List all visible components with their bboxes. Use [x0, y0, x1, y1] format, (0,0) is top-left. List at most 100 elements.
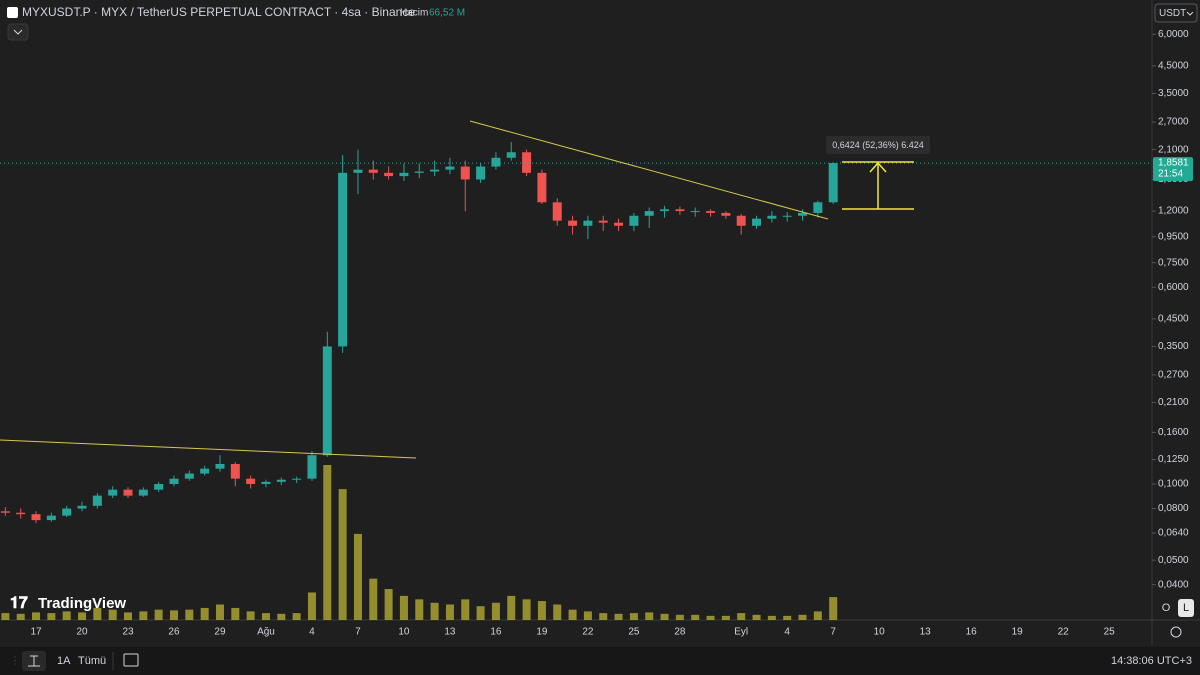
volume-bar	[476, 606, 485, 620]
volume-label: Hacim	[400, 8, 428, 19]
y-tick-label: 0,0800	[1158, 503, 1189, 514]
volume-bar	[369, 578, 378, 620]
candle-body	[798, 212, 808, 216]
price-label: 1,8581	[1158, 158, 1189, 169]
volume-bar	[353, 533, 362, 620]
scale-button[interactable]: L	[1183, 602, 1189, 614]
candle-body	[230, 464, 240, 479]
candle-body	[537, 172, 547, 203]
y-tick-label: 0,0500	[1158, 555, 1189, 566]
logo-text: TradingView	[38, 595, 126, 612]
volume-bar	[599, 613, 608, 620]
candle-body	[568, 220, 578, 226]
volume-bar	[1, 613, 10, 620]
volume-value: 66,52 M	[429, 8, 465, 19]
candle-body	[123, 489, 133, 496]
scale-button[interactable]: O	[1162, 602, 1171, 614]
y-tick-label: 0,1600	[1158, 427, 1189, 438]
currency-label: USDT	[1159, 8, 1186, 19]
price-label-bg	[1153, 157, 1193, 182]
y-tick-label: 6,0000	[1158, 29, 1189, 40]
candle-body	[322, 346, 332, 456]
currency-icon	[1186, 11, 1194, 16]
settings-icon[interactable]	[1170, 626, 1182, 638]
x-tick-label: 16	[490, 627, 502, 638]
candle-body	[491, 157, 501, 167]
volume-bar	[614, 613, 623, 620]
x-tick-label: Eyl	[734, 627, 748, 638]
marks-layer	[0, 142, 1152, 620]
volume-bar	[752, 614, 761, 620]
x-tick-label: 25	[1104, 627, 1116, 638]
y-tick-label: 2,1000	[1158, 144, 1189, 155]
volume-bar	[737, 613, 746, 620]
x-tick-label: 19	[1012, 627, 1024, 638]
x-tick-label: 28	[674, 627, 686, 638]
clock: 14:38:06 UTC+3	[1111, 655, 1192, 667]
candle-body	[828, 163, 838, 203]
candle-body	[307, 455, 317, 479]
y-tick-label: 3,5000	[1158, 88, 1189, 99]
volume-bar	[399, 595, 408, 620]
x-tick-label: 25	[628, 627, 640, 638]
y-tick-label: 0,6000	[1158, 282, 1189, 293]
y-tick-label: 0,3500	[1158, 341, 1189, 352]
candle-body	[353, 169, 363, 173]
x-tick-label: 10	[874, 627, 886, 638]
x-tick-label: 23	[122, 627, 134, 638]
candle-body	[614, 222, 624, 226]
y-tick-label: 0,7500	[1158, 257, 1189, 268]
candle-body	[476, 166, 486, 180]
trend-line	[0, 439, 417, 459]
volume-bar	[307, 592, 316, 620]
candle-body	[292, 478, 302, 480]
volume-bar	[231, 607, 240, 620]
candle-body	[399, 172, 409, 177]
date-range-icon[interactable]	[123, 653, 139, 667]
candle-body	[752, 218, 762, 226]
toolbar-grip: ⋮⋮	[10, 656, 30, 667]
x-tick-label: Ağu	[257, 627, 275, 638]
y-tick-label: 0,0640	[1158, 528, 1189, 539]
volume-bar	[583, 611, 592, 620]
currency-button[interactable]	[1154, 3, 1198, 23]
volume-bar	[706, 615, 715, 620]
volume-bar	[829, 597, 838, 620]
measure-text: 0,6424 (52,36%) 6.424	[832, 140, 924, 150]
candle-body	[583, 220, 593, 226]
candle-body	[460, 166, 470, 180]
candle-body	[261, 481, 271, 485]
volume-bar	[292, 613, 301, 620]
candle-body	[813, 202, 823, 213]
volume-bar	[813, 611, 822, 620]
range-button[interactable]: Tümü	[78, 655, 106, 667]
x-tick-label: 7	[355, 627, 361, 638]
volume-bar	[629, 613, 638, 620]
volume-bar	[16, 613, 25, 620]
candle-body	[62, 508, 72, 516]
volume-bar	[323, 465, 332, 620]
volume-bar	[691, 614, 700, 620]
x-tick-label: 17	[30, 627, 42, 638]
candle-body	[338, 172, 348, 347]
volume-bar	[261, 613, 270, 620]
candle-body	[736, 215, 746, 226]
scale-button-bg[interactable]	[1178, 599, 1194, 617]
x-tick-label: 10	[398, 627, 410, 638]
collapse-button[interactable]	[7, 23, 29, 41]
candle-body	[721, 212, 731, 216]
candle-body	[0, 511, 10, 513]
volume-bar	[185, 609, 194, 620]
x-tick-label: 26	[168, 627, 180, 638]
bottom-toolbar	[0, 647, 1200, 675]
candle-body	[276, 479, 286, 482]
range-button[interactable]: 1A	[57, 655, 71, 667]
volume-bar	[675, 614, 684, 620]
volume-bar	[338, 489, 347, 620]
candle-body	[16, 512, 26, 515]
y-tick-label: 4,5000	[1158, 61, 1189, 72]
candle-body	[414, 171, 424, 173]
symbol-icon	[7, 7, 18, 18]
